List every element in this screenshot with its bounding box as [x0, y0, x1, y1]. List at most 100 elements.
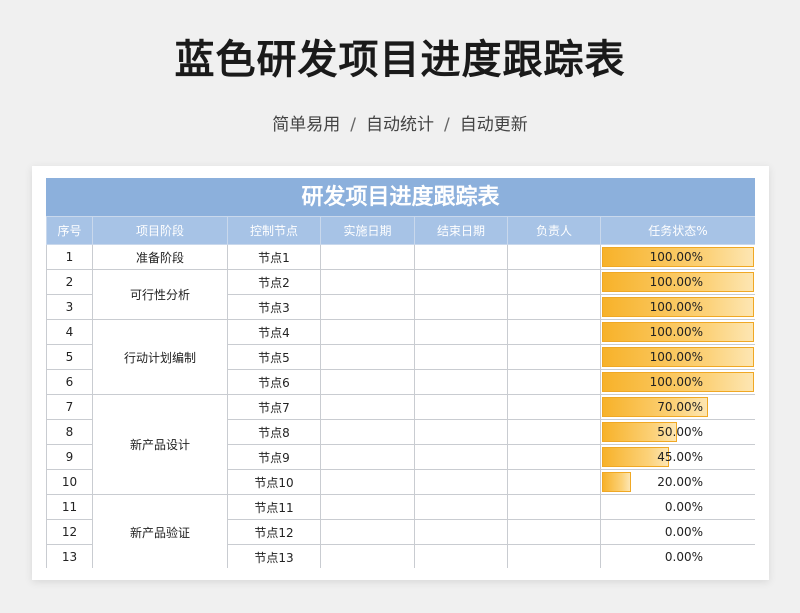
header-status[interactable]: 任务状态%	[600, 216, 755, 245]
progress-percent-label: 20.00%	[657, 475, 703, 489]
node-cell[interactable]: 节点9	[227, 444, 321, 470]
status-cell[interactable]: 100.00%	[600, 269, 755, 295]
status-cell[interactable]: 100.00%	[600, 244, 755, 270]
owner-cell[interactable]	[507, 344, 601, 370]
owner-cell[interactable]	[507, 394, 601, 420]
node-cell[interactable]: 节点6	[227, 369, 321, 395]
row-index-cell[interactable]: 4	[46, 319, 93, 345]
owner-cell[interactable]	[507, 419, 601, 445]
row-index-cell[interactable]: 1	[46, 244, 93, 270]
header-start-date[interactable]: 实施日期	[320, 216, 415, 245]
end-date-cell[interactable]	[414, 544, 508, 568]
node-cell[interactable]: 节点3	[227, 294, 321, 320]
end-date-cell[interactable]	[414, 369, 508, 395]
start-date-cell[interactable]	[320, 544, 415, 568]
phase-cell[interactable]: 新产品验证	[92, 494, 228, 568]
status-cell[interactable]: 100.00%	[600, 369, 755, 395]
node-cell[interactable]: 节点7	[227, 394, 321, 420]
node-cell[interactable]: 节点2	[227, 269, 321, 295]
end-date-cell[interactable]	[414, 469, 508, 495]
owner-cell[interactable]	[507, 544, 601, 568]
header-index[interactable]: 序号	[46, 216, 93, 245]
row-index-cell[interactable]: 3	[46, 294, 93, 320]
row-index-cell[interactable]: 9	[46, 444, 93, 470]
phase-cell[interactable]: 准备阶段	[92, 244, 228, 270]
end-date-cell[interactable]	[414, 344, 508, 370]
status-cell[interactable]: 0.00%	[600, 494, 755, 520]
owner-cell[interactable]	[507, 269, 601, 295]
status-cell[interactable]: 100.00%	[600, 344, 755, 370]
owner-cell[interactable]	[507, 469, 601, 495]
end-date-cell[interactable]	[414, 294, 508, 320]
end-date-cell[interactable]	[414, 494, 508, 520]
status-cell[interactable]: 45.00%	[600, 444, 755, 470]
start-date-cell[interactable]	[320, 319, 415, 345]
start-date-cell[interactable]	[320, 469, 415, 495]
node-cell[interactable]: 节点13	[227, 544, 321, 568]
owner-cell[interactable]	[507, 444, 601, 470]
progress-percent-label: 0.00%	[664, 550, 703, 564]
start-date-cell[interactable]	[320, 419, 415, 445]
status-cell[interactable]: 20.00%	[600, 469, 755, 495]
owner-cell[interactable]	[507, 519, 601, 545]
row-index-cell[interactable]: 6	[46, 369, 93, 395]
row-index-cell[interactable]: 5	[46, 344, 93, 370]
node-cell[interactable]: 节点4	[227, 319, 321, 345]
start-date-cell[interactable]	[320, 344, 415, 370]
status-cell[interactable]: 50.00%	[600, 419, 755, 445]
end-date-cell[interactable]	[414, 394, 508, 420]
spreadsheet: 研发项目进度跟踪表 序号 项目阶段 控制节点 实施日期 结束日期 负责人 任务状…	[46, 178, 755, 568]
start-date-cell[interactable]	[320, 294, 415, 320]
node-cell[interactable]: 节点1	[227, 244, 321, 270]
header-phase[interactable]: 项目阶段	[92, 216, 228, 245]
node-cell[interactable]: 节点5	[227, 344, 321, 370]
start-date-cell[interactable]	[320, 269, 415, 295]
phase-cell[interactable]: 可行性分析	[92, 269, 228, 320]
end-date-cell[interactable]	[414, 319, 508, 345]
end-date-cell[interactable]	[414, 419, 508, 445]
start-date-cell[interactable]	[320, 519, 415, 545]
progress-bar	[602, 472, 631, 492]
header-end-date[interactable]: 结束日期	[414, 216, 508, 245]
owner-cell[interactable]	[507, 244, 601, 270]
progress-bar	[602, 272, 754, 292]
node-cell[interactable]: 节点8	[227, 419, 321, 445]
start-date-cell[interactable]	[320, 444, 415, 470]
row-index-cell[interactable]: 11	[46, 494, 93, 520]
status-cell[interactable]: 0.00%	[600, 544, 755, 568]
phase-cell[interactable]: 行动计划编制	[92, 319, 228, 395]
row-index-cell[interactable]: 10	[46, 469, 93, 495]
node-cell[interactable]: 节点11	[227, 494, 321, 520]
row-index-cell[interactable]: 13	[46, 544, 93, 568]
owner-cell[interactable]	[507, 319, 601, 345]
owner-cell[interactable]	[507, 369, 601, 395]
progress-bar	[602, 447, 670, 467]
start-date-cell[interactable]	[320, 394, 415, 420]
end-date-cell[interactable]	[414, 444, 508, 470]
table-row: 2 可行性分析 节点2 100.00%	[46, 269, 755, 320]
header-owner[interactable]: 负责人	[507, 216, 601, 245]
row-index-cell[interactable]: 2	[46, 269, 93, 295]
status-cell[interactable]: 100.00%	[600, 294, 755, 320]
status-cell[interactable]: 0.00%	[600, 519, 755, 545]
start-date-cell[interactable]	[320, 494, 415, 520]
start-date-cell[interactable]	[320, 244, 415, 270]
status-cell[interactable]: 100.00%	[600, 319, 755, 345]
row-index-cell[interactable]: 12	[46, 519, 93, 545]
header-node[interactable]: 控制节点	[227, 216, 321, 245]
status-cell[interactable]: 70.00%	[600, 394, 755, 420]
node-cell[interactable]: 节点10	[227, 469, 321, 495]
row-index-cell[interactable]: 7	[46, 394, 93, 420]
end-date-cell[interactable]	[414, 519, 508, 545]
end-date-cell[interactable]	[414, 269, 508, 295]
owner-cell[interactable]	[507, 494, 601, 520]
end-date-cell[interactable]	[414, 244, 508, 270]
table-row: 13 节点13 0.00%	[46, 544, 755, 568]
start-date-cell[interactable]	[320, 369, 415, 395]
phase-cell[interactable]: 新产品设计	[92, 394, 228, 495]
row-index-cell[interactable]: 8	[46, 419, 93, 445]
progress-percent-label: 0.00%	[664, 500, 703, 514]
subtitle-item-auto-update: 自动更新	[459, 115, 528, 135]
owner-cell[interactable]	[507, 294, 601, 320]
node-cell[interactable]: 节点12	[227, 519, 321, 545]
